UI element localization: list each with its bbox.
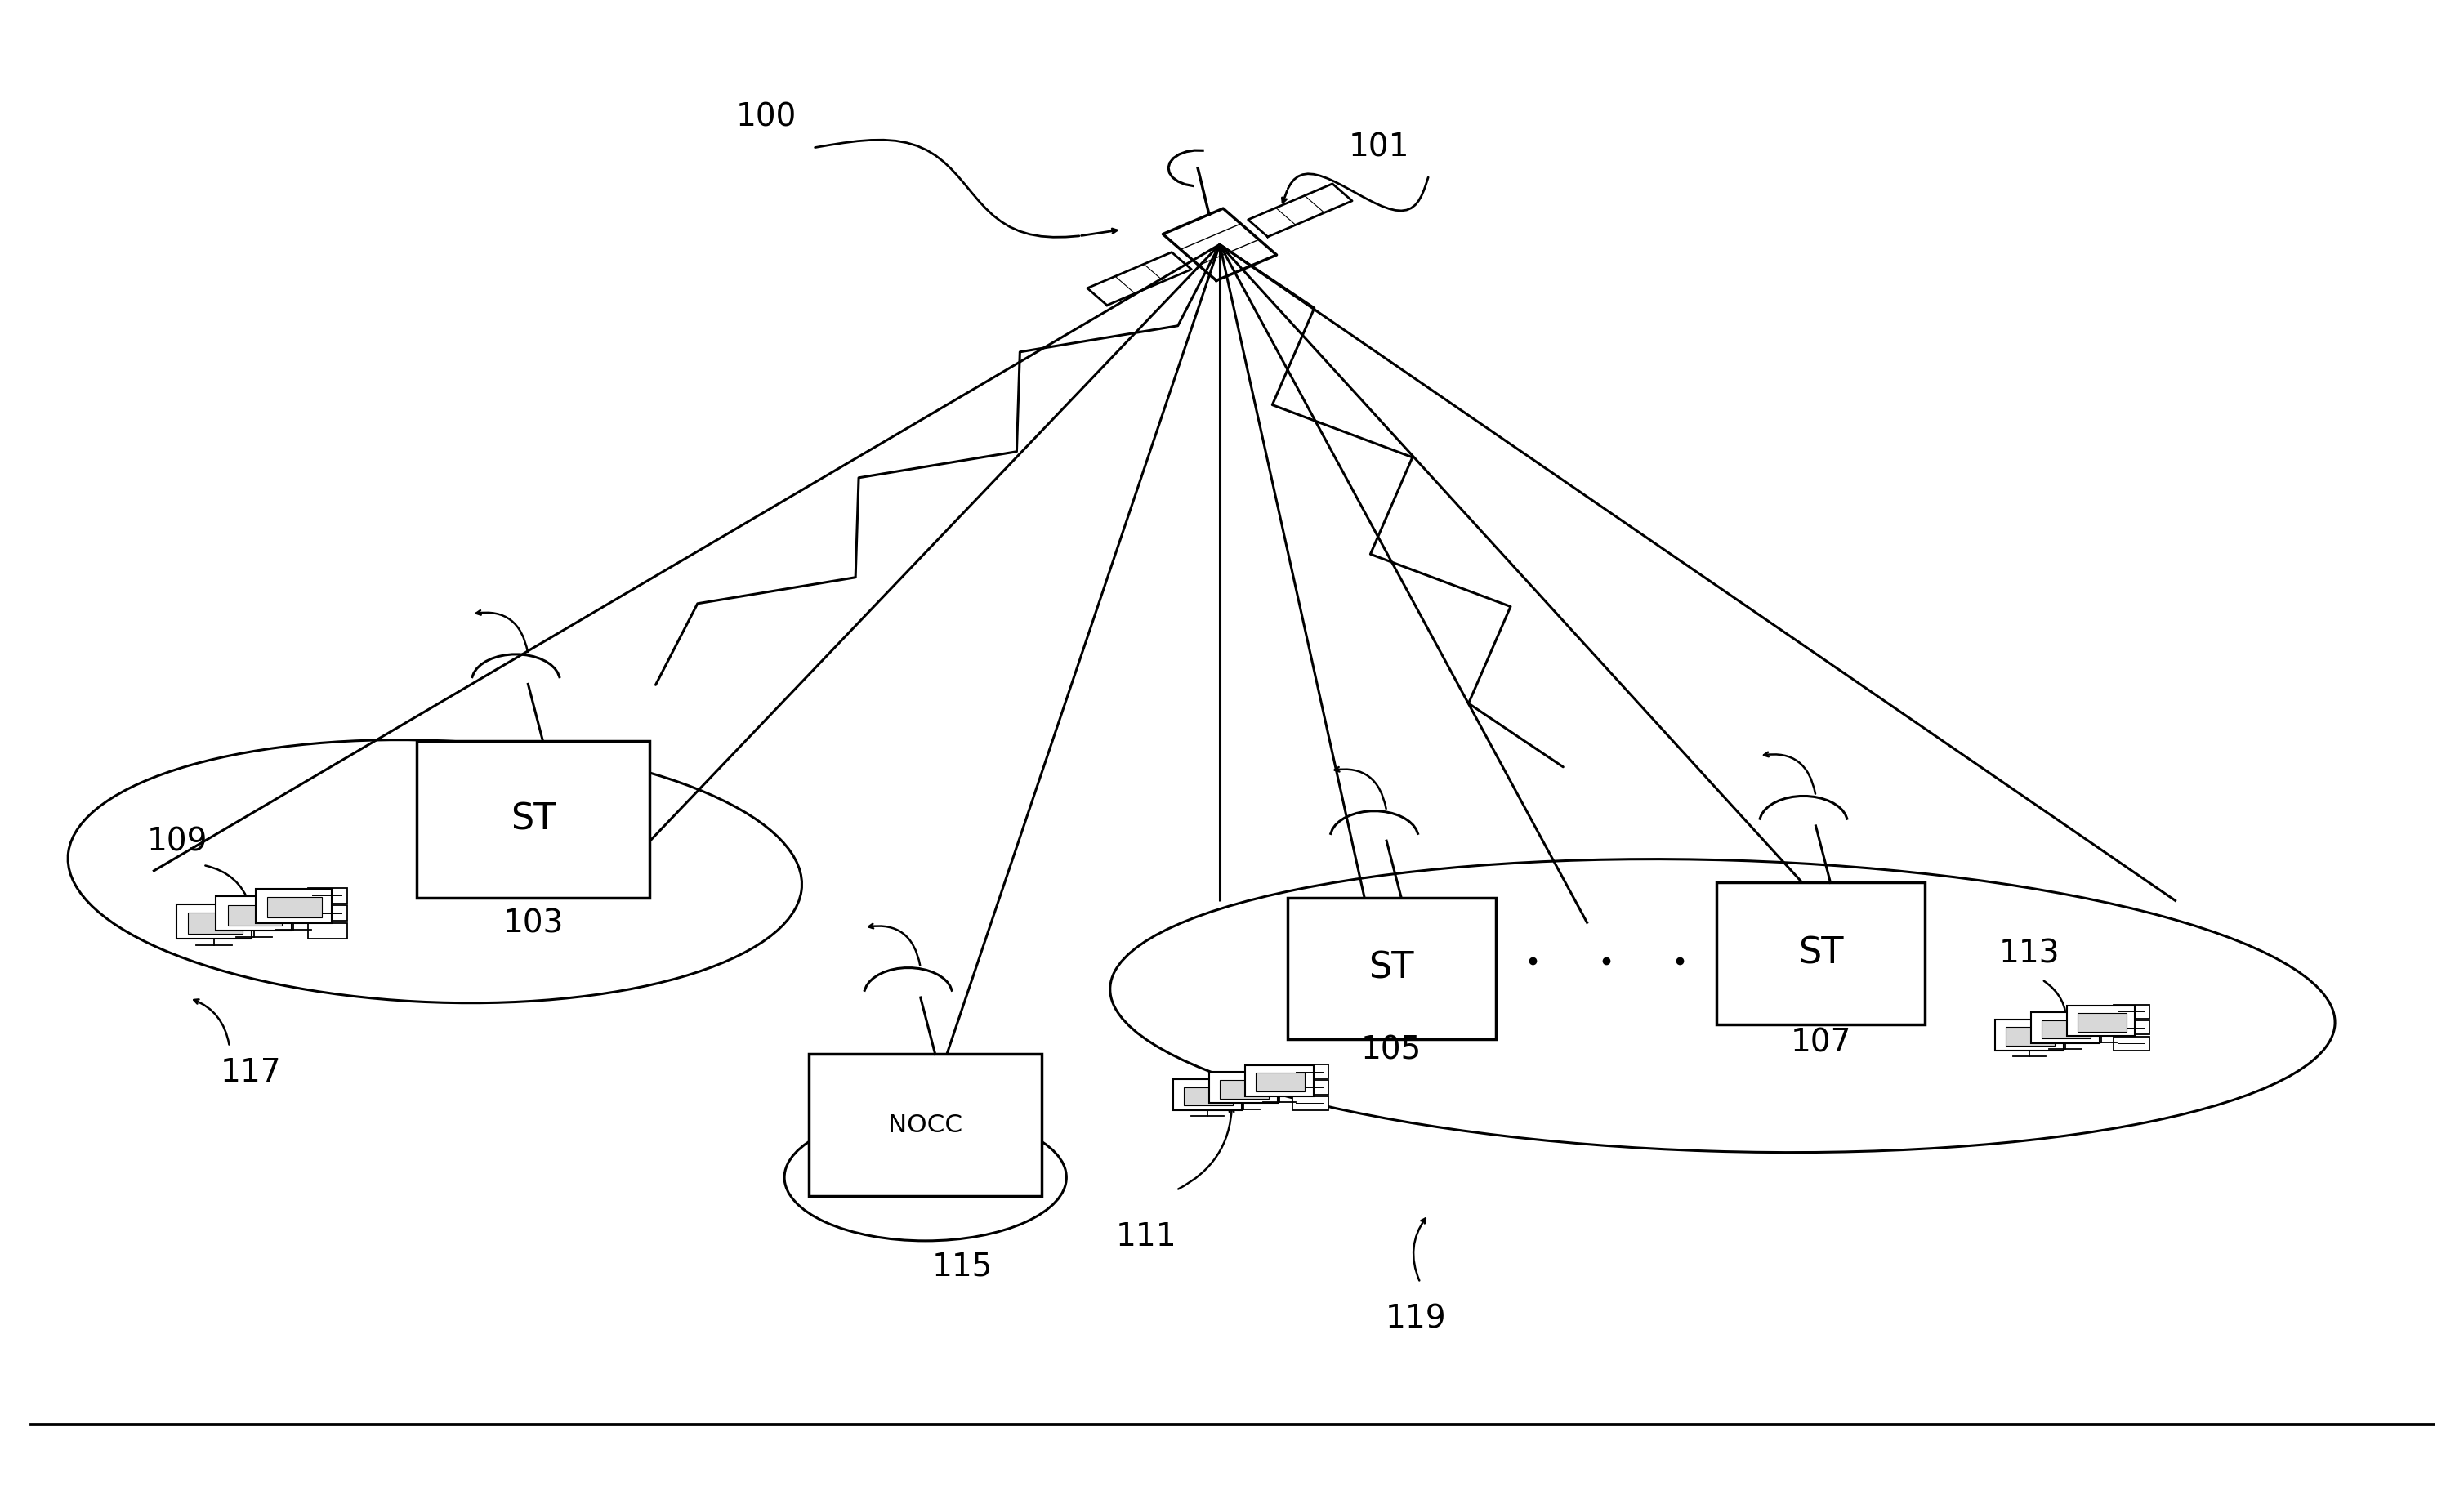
- Bar: [1717, 883, 1924, 1024]
- Bar: [227, 905, 283, 925]
- Bar: [1291, 1080, 1328, 1095]
- Bar: [1291, 1096, 1328, 1110]
- Text: 107: 107: [1791, 1027, 1850, 1059]
- Text: 109: 109: [148, 826, 207, 857]
- Bar: [2114, 1021, 2149, 1035]
- Text: 115: 115: [931, 1251, 993, 1283]
- Bar: [1257, 1072, 1306, 1092]
- Text: 113: 113: [1998, 938, 2060, 969]
- Bar: [1996, 1020, 2062, 1050]
- Text: ST: ST: [1368, 951, 1414, 987]
- Bar: [2067, 1005, 2136, 1036]
- Bar: [2114, 1005, 2149, 1018]
- Bar: [269, 896, 323, 917]
- Bar: [2114, 1036, 2149, 1050]
- Text: 119: 119: [1385, 1304, 1446, 1334]
- Text: 117: 117: [219, 1057, 281, 1089]
- Bar: [217, 896, 291, 931]
- Bar: [187, 913, 241, 934]
- Bar: [308, 905, 347, 920]
- Text: ST: ST: [1799, 935, 1843, 972]
- Text: ST: ST: [510, 802, 557, 836]
- Bar: [308, 923, 347, 938]
- Bar: [416, 741, 650, 898]
- Bar: [1173, 1080, 1242, 1110]
- Bar: [1210, 1072, 1279, 1102]
- Bar: [1220, 1080, 1269, 1098]
- Bar: [2030, 1012, 2099, 1044]
- Bar: [808, 1054, 1042, 1196]
- Bar: [2040, 1020, 2089, 1039]
- Bar: [1286, 898, 1496, 1039]
- Bar: [308, 887, 347, 904]
- Text: 100: 100: [737, 102, 796, 134]
- Text: 103: 103: [503, 908, 564, 938]
- Bar: [256, 889, 330, 923]
- Bar: [2077, 1014, 2126, 1032]
- Bar: [2006, 1027, 2055, 1045]
- Bar: [1183, 1087, 1232, 1105]
- Text: NOCC: NOCC: [887, 1113, 963, 1137]
- Bar: [1291, 1065, 1328, 1078]
- Text: 101: 101: [1348, 132, 1409, 162]
- Bar: [1244, 1065, 1313, 1096]
- Text: 111: 111: [1116, 1221, 1178, 1253]
- Bar: [177, 904, 251, 938]
- Text: 105: 105: [1360, 1035, 1422, 1066]
